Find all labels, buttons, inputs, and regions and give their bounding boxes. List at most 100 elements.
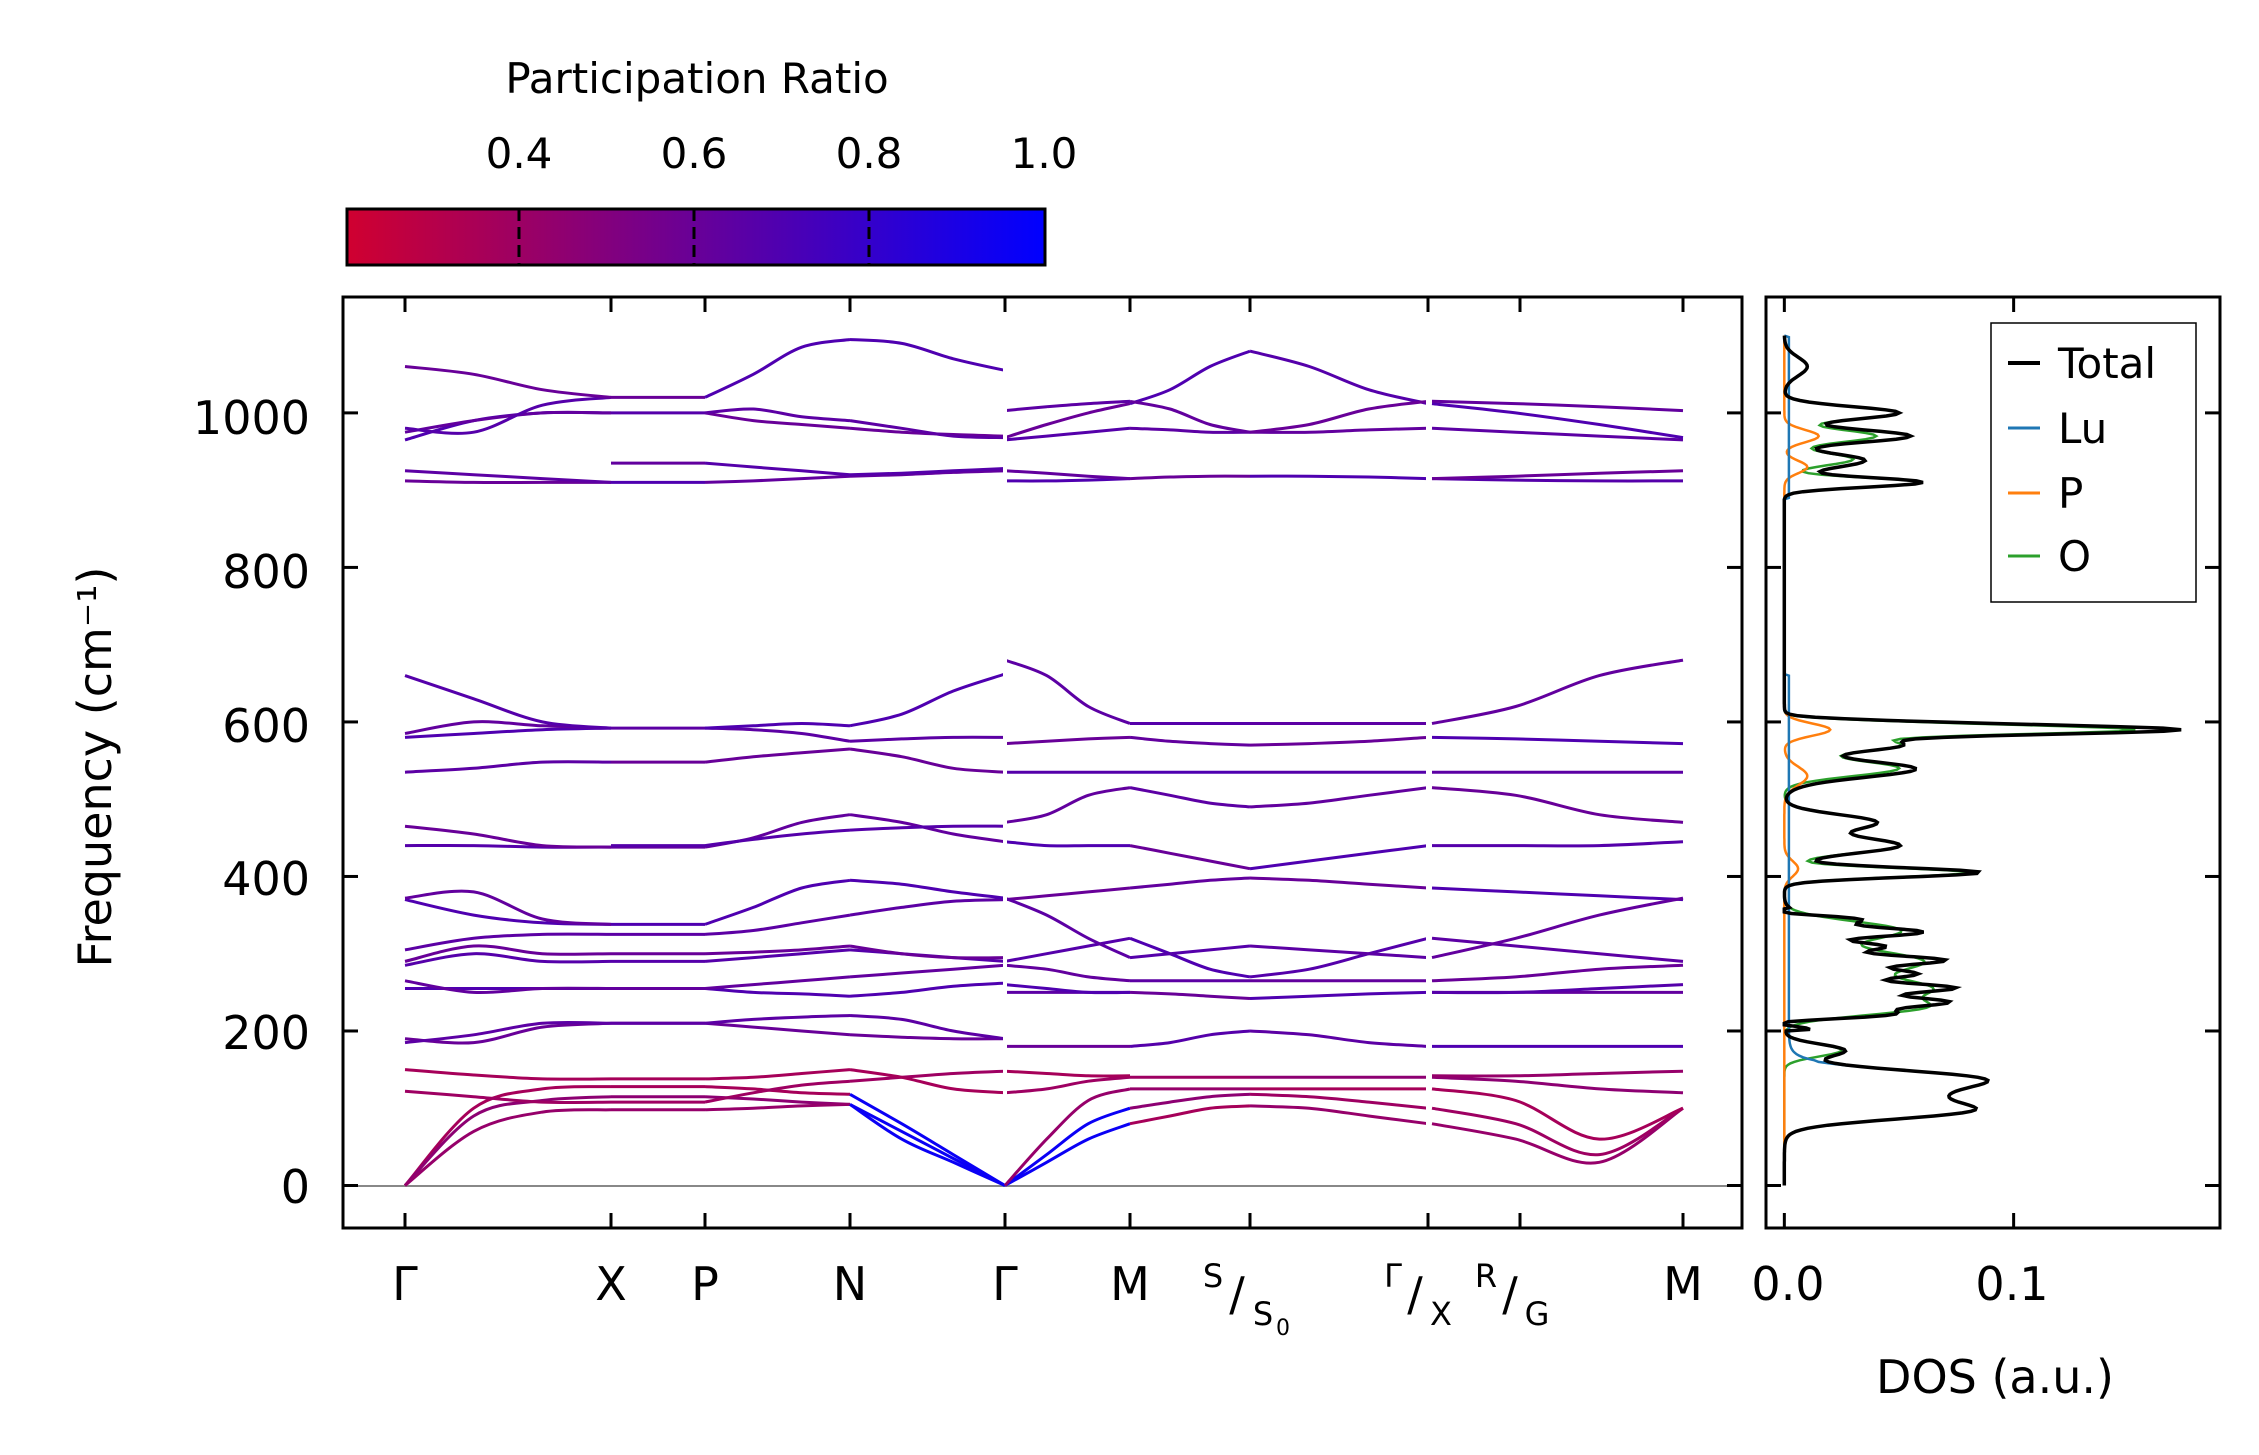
kpoint-label: N bbox=[833, 1257, 867, 1311]
phonon-band bbox=[404, 952, 612, 967]
dos-curves bbox=[1782, 334, 2182, 1186]
phonon-band bbox=[849, 1014, 1006, 1041]
y-tick-label: 1000 bbox=[193, 391, 310, 445]
phonon-band bbox=[849, 1103, 1006, 1187]
phonon-band bbox=[704, 944, 851, 956]
phonon-band bbox=[404, 889, 612, 926]
phonon-band bbox=[1004, 426, 1131, 442]
phonon-band bbox=[704, 1102, 851, 1112]
phonon-band bbox=[704, 948, 851, 963]
phonon-band bbox=[403, 1095, 612, 1187]
phonon-band bbox=[1129, 844, 1251, 871]
phonon-band bbox=[1129, 1104, 1251, 1126]
colorbar-tick-label: 0.4 bbox=[486, 129, 553, 178]
dos-ticks bbox=[1766, 297, 2220, 1228]
legend-label: Total bbox=[2057, 339, 2156, 388]
kpoint-label: S bbox=[1203, 1257, 1223, 1295]
phonon-band bbox=[1249, 735, 1429, 747]
phonon-band bbox=[704, 913, 851, 936]
kpoint-label: / bbox=[1229, 1267, 1245, 1321]
phonon-band bbox=[1129, 1092, 1251, 1110]
phonon-band bbox=[1249, 876, 1429, 890]
y-tick-label: 0 bbox=[281, 1160, 310, 1214]
phonon-band bbox=[1249, 474, 1429, 481]
phonon-band bbox=[1431, 1106, 1684, 1157]
phonon-band bbox=[404, 479, 611, 485]
phonon-band bbox=[1431, 735, 1684, 746]
phonon-band bbox=[1129, 426, 1251, 434]
phonon-band bbox=[403, 1085, 612, 1187]
kpoint-label: X bbox=[1430, 1295, 1452, 1333]
phonon-band bbox=[704, 1068, 851, 1081]
kpoint-label: M bbox=[1663, 1257, 1703, 1311]
phonon-band bbox=[404, 1020, 612, 1045]
x-tick-label: 0.1 bbox=[1975, 1257, 2048, 1311]
phonon-band bbox=[849, 419, 1006, 440]
phonon-band bbox=[1004, 735, 1131, 746]
phonon-band bbox=[1431, 896, 1684, 960]
kpoint-label: X bbox=[595, 1257, 627, 1311]
phonon-band bbox=[1004, 963, 1131, 983]
phonon-band bbox=[1249, 1092, 1429, 1110]
phonon-band bbox=[704, 1021, 851, 1037]
phonon-band bbox=[404, 726, 612, 739]
phonon-band bbox=[404, 469, 612, 484]
phonon-band bbox=[1129, 990, 1251, 1000]
phonon-band bbox=[849, 898, 1006, 917]
dos-curve-lu bbox=[1783, 334, 1990, 1186]
phonon-band bbox=[1004, 477, 1131, 483]
phonon-band bbox=[1004, 786, 1131, 824]
phonon-band bbox=[704, 1085, 851, 1096]
phonon-band bbox=[1249, 1029, 1429, 1048]
phonon-band bbox=[404, 1068, 612, 1081]
phonon-band bbox=[704, 726, 851, 743]
phonon-band bbox=[849, 1103, 1006, 1187]
phonon-band bbox=[1249, 349, 1429, 406]
kpoint-label: P bbox=[691, 1257, 719, 1311]
phonon-band bbox=[1129, 1029, 1251, 1048]
phonon-band bbox=[1431, 399, 1684, 413]
colorbar-tick-label: 0.6 bbox=[661, 129, 728, 178]
phonon-band bbox=[849, 1068, 1006, 1095]
phonon-band bbox=[1431, 477, 1684, 483]
phonon-band bbox=[1431, 1106, 1684, 1165]
phonon-band bbox=[1249, 936, 1429, 979]
phonon-band bbox=[1004, 1122, 1131, 1187]
kpoint-label: G bbox=[1525, 1295, 1550, 1333]
phonon-band bbox=[1004, 399, 1131, 413]
phonon-band bbox=[849, 672, 1006, 728]
legend-label: P bbox=[2058, 469, 2083, 518]
phonon-band bbox=[704, 461, 851, 477]
colorbar-gradient bbox=[345, 207, 1047, 267]
phonon-band bbox=[404, 1108, 612, 1187]
legend-label: Lu bbox=[2058, 404, 2107, 453]
phonon-band bbox=[404, 979, 612, 995]
band-structure-panel: Frequency (cm⁻¹) 0 200 400 600 800 1000 … bbox=[68, 295, 1744, 1341]
phonon-band bbox=[1431, 936, 1684, 963]
phonon-band bbox=[704, 474, 851, 484]
phonon-band bbox=[1003, 1087, 1131, 1187]
phonon-band bbox=[1249, 1104, 1429, 1126]
phonon-band bbox=[849, 963, 1006, 979]
phonon-band bbox=[1004, 469, 1131, 481]
dos-curve-total bbox=[1782, 335, 2182, 1186]
phonon-band bbox=[404, 410, 612, 434]
phonon-band bbox=[1249, 399, 1429, 434]
phonon-band bbox=[1129, 399, 1251, 434]
legend: Total Lu P O bbox=[1990, 322, 2197, 603]
phonon-band bbox=[849, 735, 1006, 743]
phonon-band bbox=[1431, 1087, 1684, 1141]
y-tick-label: 600 bbox=[222, 699, 310, 753]
phonon-band bbox=[704, 828, 851, 848]
phonon-band bbox=[849, 467, 1006, 477]
phonon-band bbox=[704, 338, 851, 399]
dos-plot-frame bbox=[1764, 295, 2222, 1230]
band-ticks bbox=[343, 297, 1742, 1228]
phonon-band bbox=[1249, 426, 1429, 434]
phonon-band bbox=[404, 824, 612, 849]
phonon-band bbox=[849, 469, 1006, 478]
phonon-band bbox=[1431, 1075, 1684, 1095]
phonon-band bbox=[404, 1089, 612, 1104]
phonon-band bbox=[1129, 944, 1251, 960]
phonon-band bbox=[404, 674, 612, 730]
